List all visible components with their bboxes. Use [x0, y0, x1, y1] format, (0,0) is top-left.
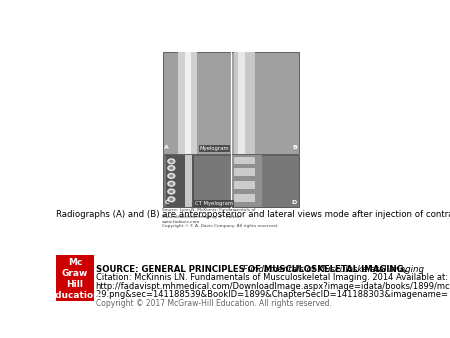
Text: B: B	[292, 145, 297, 150]
Circle shape	[167, 158, 176, 165]
Text: Education: Education	[50, 291, 100, 300]
Bar	[234, 52, 255, 154]
Text: A: A	[164, 145, 169, 150]
Circle shape	[167, 165, 176, 171]
Circle shape	[169, 167, 173, 170]
Bar	[234, 156, 255, 165]
Bar	[162, 52, 299, 154]
Circle shape	[167, 180, 176, 187]
Bar	[232, 155, 262, 207]
Text: CT Myelogram: CT Myelogram	[195, 201, 234, 206]
Bar	[238, 52, 245, 154]
Bar	[234, 168, 255, 176]
Text: D: D	[292, 199, 297, 204]
Text: Myelogram: Myelogram	[199, 146, 229, 151]
Circle shape	[169, 182, 173, 185]
Bar	[185, 52, 190, 154]
Bar	[178, 52, 198, 154]
Bar	[162, 155, 299, 207]
Text: Radiographs (A) and (B) are anteroposterior and lateral views mode after injecti: Radiographs (A) and (B) are anteroposter…	[56, 210, 450, 219]
Circle shape	[167, 188, 176, 195]
Text: Citation: McKinnis LN. Fundamentals of Musculoskeletal Imaging. 2014 Available a: Citation: McKinnis LN. Fundamentals of M…	[96, 273, 448, 282]
Text: Copyright © 2017 McGraw-Hill Education. All rights reserved.: Copyright © 2017 McGraw-Hill Education. …	[96, 299, 332, 308]
Circle shape	[167, 196, 176, 202]
FancyBboxPatch shape	[56, 255, 94, 301]
Circle shape	[167, 173, 176, 179]
Bar	[234, 181, 255, 189]
Text: Hill: Hill	[67, 280, 83, 289]
Text: Mc: Mc	[68, 258, 82, 267]
Text: 29.png&sec=141188539&BookID=1899&ChapterSecID=141188303&imagename= Accessed: Nov: 29.png&sec=141188539&BookID=1899&Chapter…	[96, 290, 450, 299]
Text: Fundamentals of Musculoskeletal Imaging: Fundamentals of Musculoskeletal Imaging	[240, 265, 424, 274]
Bar	[166, 155, 194, 207]
Text: Graw: Graw	[62, 269, 88, 278]
Text: Source: Lynn N. McKinnis: Fundamentals of
Musculoskeletal Imaging, 4ᵗʰ Edition
w: Source: Lynn N. McKinnis: Fundamentals o…	[162, 209, 278, 228]
Circle shape	[169, 160, 173, 163]
Circle shape	[169, 174, 173, 177]
Text: SOURCE: GENERAL PRINCIPLES OF MUSCULOSKELETAL IMAGING,: SOURCE: GENERAL PRINCIPLES OF MUSCULOSKE…	[96, 265, 407, 274]
Text: C: C	[164, 199, 169, 204]
Bar	[234, 194, 255, 202]
Circle shape	[169, 198, 173, 201]
Circle shape	[169, 190, 173, 193]
Bar	[185, 155, 192, 207]
Text: http://fadavispt.mhmedical.com/DownloadImage.aspx?image=idata/books/1899/mckfund: http://fadavispt.mhmedical.com/DownloadI…	[96, 282, 450, 291]
